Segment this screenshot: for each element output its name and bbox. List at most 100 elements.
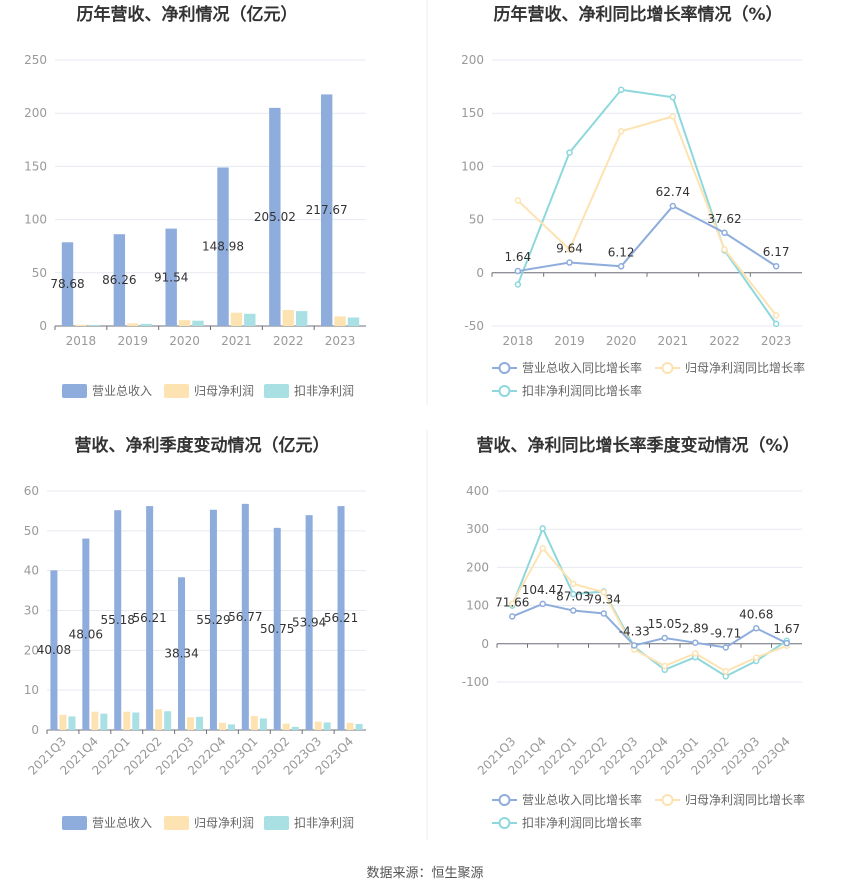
bar-net-profit [346,722,354,730]
x-tick-label: 2018 [66,334,97,348]
line-point [661,662,668,670]
bar-revenue [113,234,126,326]
y-tick-label: 200 [24,106,47,120]
line-point [669,202,677,210]
bar-deducted-profit [132,712,140,730]
line-point [753,654,760,661]
bar-net-profit [218,722,226,730]
bar-deducted-profit [259,718,267,730]
line-point [514,281,522,288]
bar-revenue [241,503,249,730]
chart-annual-growth: 历年营收、净利同比增长率情况（%） -50 0 50 100 150 200 2018 2019… [461,4,805,398]
line-data-label: 37.62 [707,212,741,226]
line-point [570,590,577,598]
line-point [772,262,780,270]
y-tick-label: 250 [24,53,47,67]
bar-net-profit [127,323,139,326]
legend-label: 营业总收入 [92,816,152,830]
y-tick-label: 400 [466,484,489,498]
chart-annual-bar: 历年营收、净利情况（亿元） 0 50 100 150 200 250 2018 2019 2020… [24,4,366,398]
series-line-0 [517,204,777,273]
legend-swatch-marker [661,362,674,374]
y-tick-label: 20 [24,643,39,657]
x-tick-label: 2022 [709,334,740,348]
y-tick-label: 300 [466,522,489,536]
bar-data-label: 205.02 [254,210,296,224]
bar-deducted-profit [355,724,363,730]
y-tick-label: 40 [24,564,39,578]
bar-revenue [165,228,177,326]
chart-title: 历年营收、净利情况（亿元） [77,4,298,25]
series-line-2 [511,525,788,678]
y-tick-label: 0 [39,319,47,333]
line-point [721,246,728,253]
bar-net-profit [75,324,87,326]
y-tick-label: 150 [461,106,484,120]
bar-net-profit [187,717,195,730]
line-point [692,650,699,657]
line-point [514,197,522,204]
bar-net-profit [155,709,163,730]
series-line-1 [511,546,788,673]
legend-label: 扣非净利润 [294,816,354,830]
bar-net-profit [282,723,290,730]
line-data-label: 1.67 [773,622,800,636]
line-point [669,113,677,120]
bar-deducted-profit [164,711,172,730]
legend-label: 营业总收入 [92,384,152,398]
line-point [514,267,522,275]
line-point [566,259,573,266]
y-tick-label: 100 [461,159,484,173]
legend-swatch [62,384,87,398]
legend-label: 归母净利润同比增长率 [685,360,805,375]
line-point [772,320,780,328]
chart-quarter-bar: 营收、净利季度变动情况（亿元）01020304050602021Q32021Q4… [24,435,366,830]
y-tick-label: 150 [24,159,47,173]
legend-swatch-marker [498,362,511,374]
bar-data-label: 38.34 [164,647,198,661]
bar-deducted-profit [68,716,76,730]
line-point [600,610,607,617]
legend-label: 归母净利润 [194,816,254,830]
x-tick-label: 2018 [503,334,534,348]
x-tick-label: 2023 [325,334,356,348]
bar-data-label: 53.94 [292,616,326,630]
bar-data-label: 91.54 [154,270,188,284]
legend-swatch [264,816,289,830]
y-tick-label: 50 [469,213,484,227]
bar-deducted-profit [244,313,256,326]
legend-swatch [164,816,189,830]
y-tick-label: 0 [476,266,484,280]
bar-net-profit [250,716,258,730]
bar-data-label: 148.98 [202,240,244,254]
line-data-label: 6.17 [763,245,790,259]
bar-revenue [114,510,122,730]
legend-label: 扣非净利润同比增长率 [522,383,642,398]
bar-net-profit [91,711,99,730]
bar-revenue [305,515,313,730]
series-line-2 [516,88,777,325]
x-tick-label: 2021 [221,334,252,348]
series-line-1 [517,115,777,316]
y-tick-label: 10 [24,683,39,697]
bar-data-label: 48.06 [69,627,103,641]
legend-label: 扣非净利润同比增长率 [522,815,642,830]
x-tick-label: 2019 [117,334,148,348]
x-tick-label: 2020 [169,334,200,348]
line-point [722,668,729,675]
y-tick-label: 100 [466,599,489,613]
bar-revenue [61,242,74,326]
bar-revenue [269,107,281,326]
line-point [539,525,546,532]
bar-data-label: 86.26 [102,273,136,287]
bar-net-profit [334,316,346,326]
line-point [600,588,607,596]
line-point [570,580,577,588]
y-tick-label: 50 [32,266,47,280]
line-point [617,128,625,135]
bar-net-profit [178,320,191,326]
y-tick-label: 0 [31,723,39,737]
line-data-label: 2.89 [682,622,709,636]
legend-swatch [264,384,289,398]
line-data-label: -9.71 [710,627,741,641]
